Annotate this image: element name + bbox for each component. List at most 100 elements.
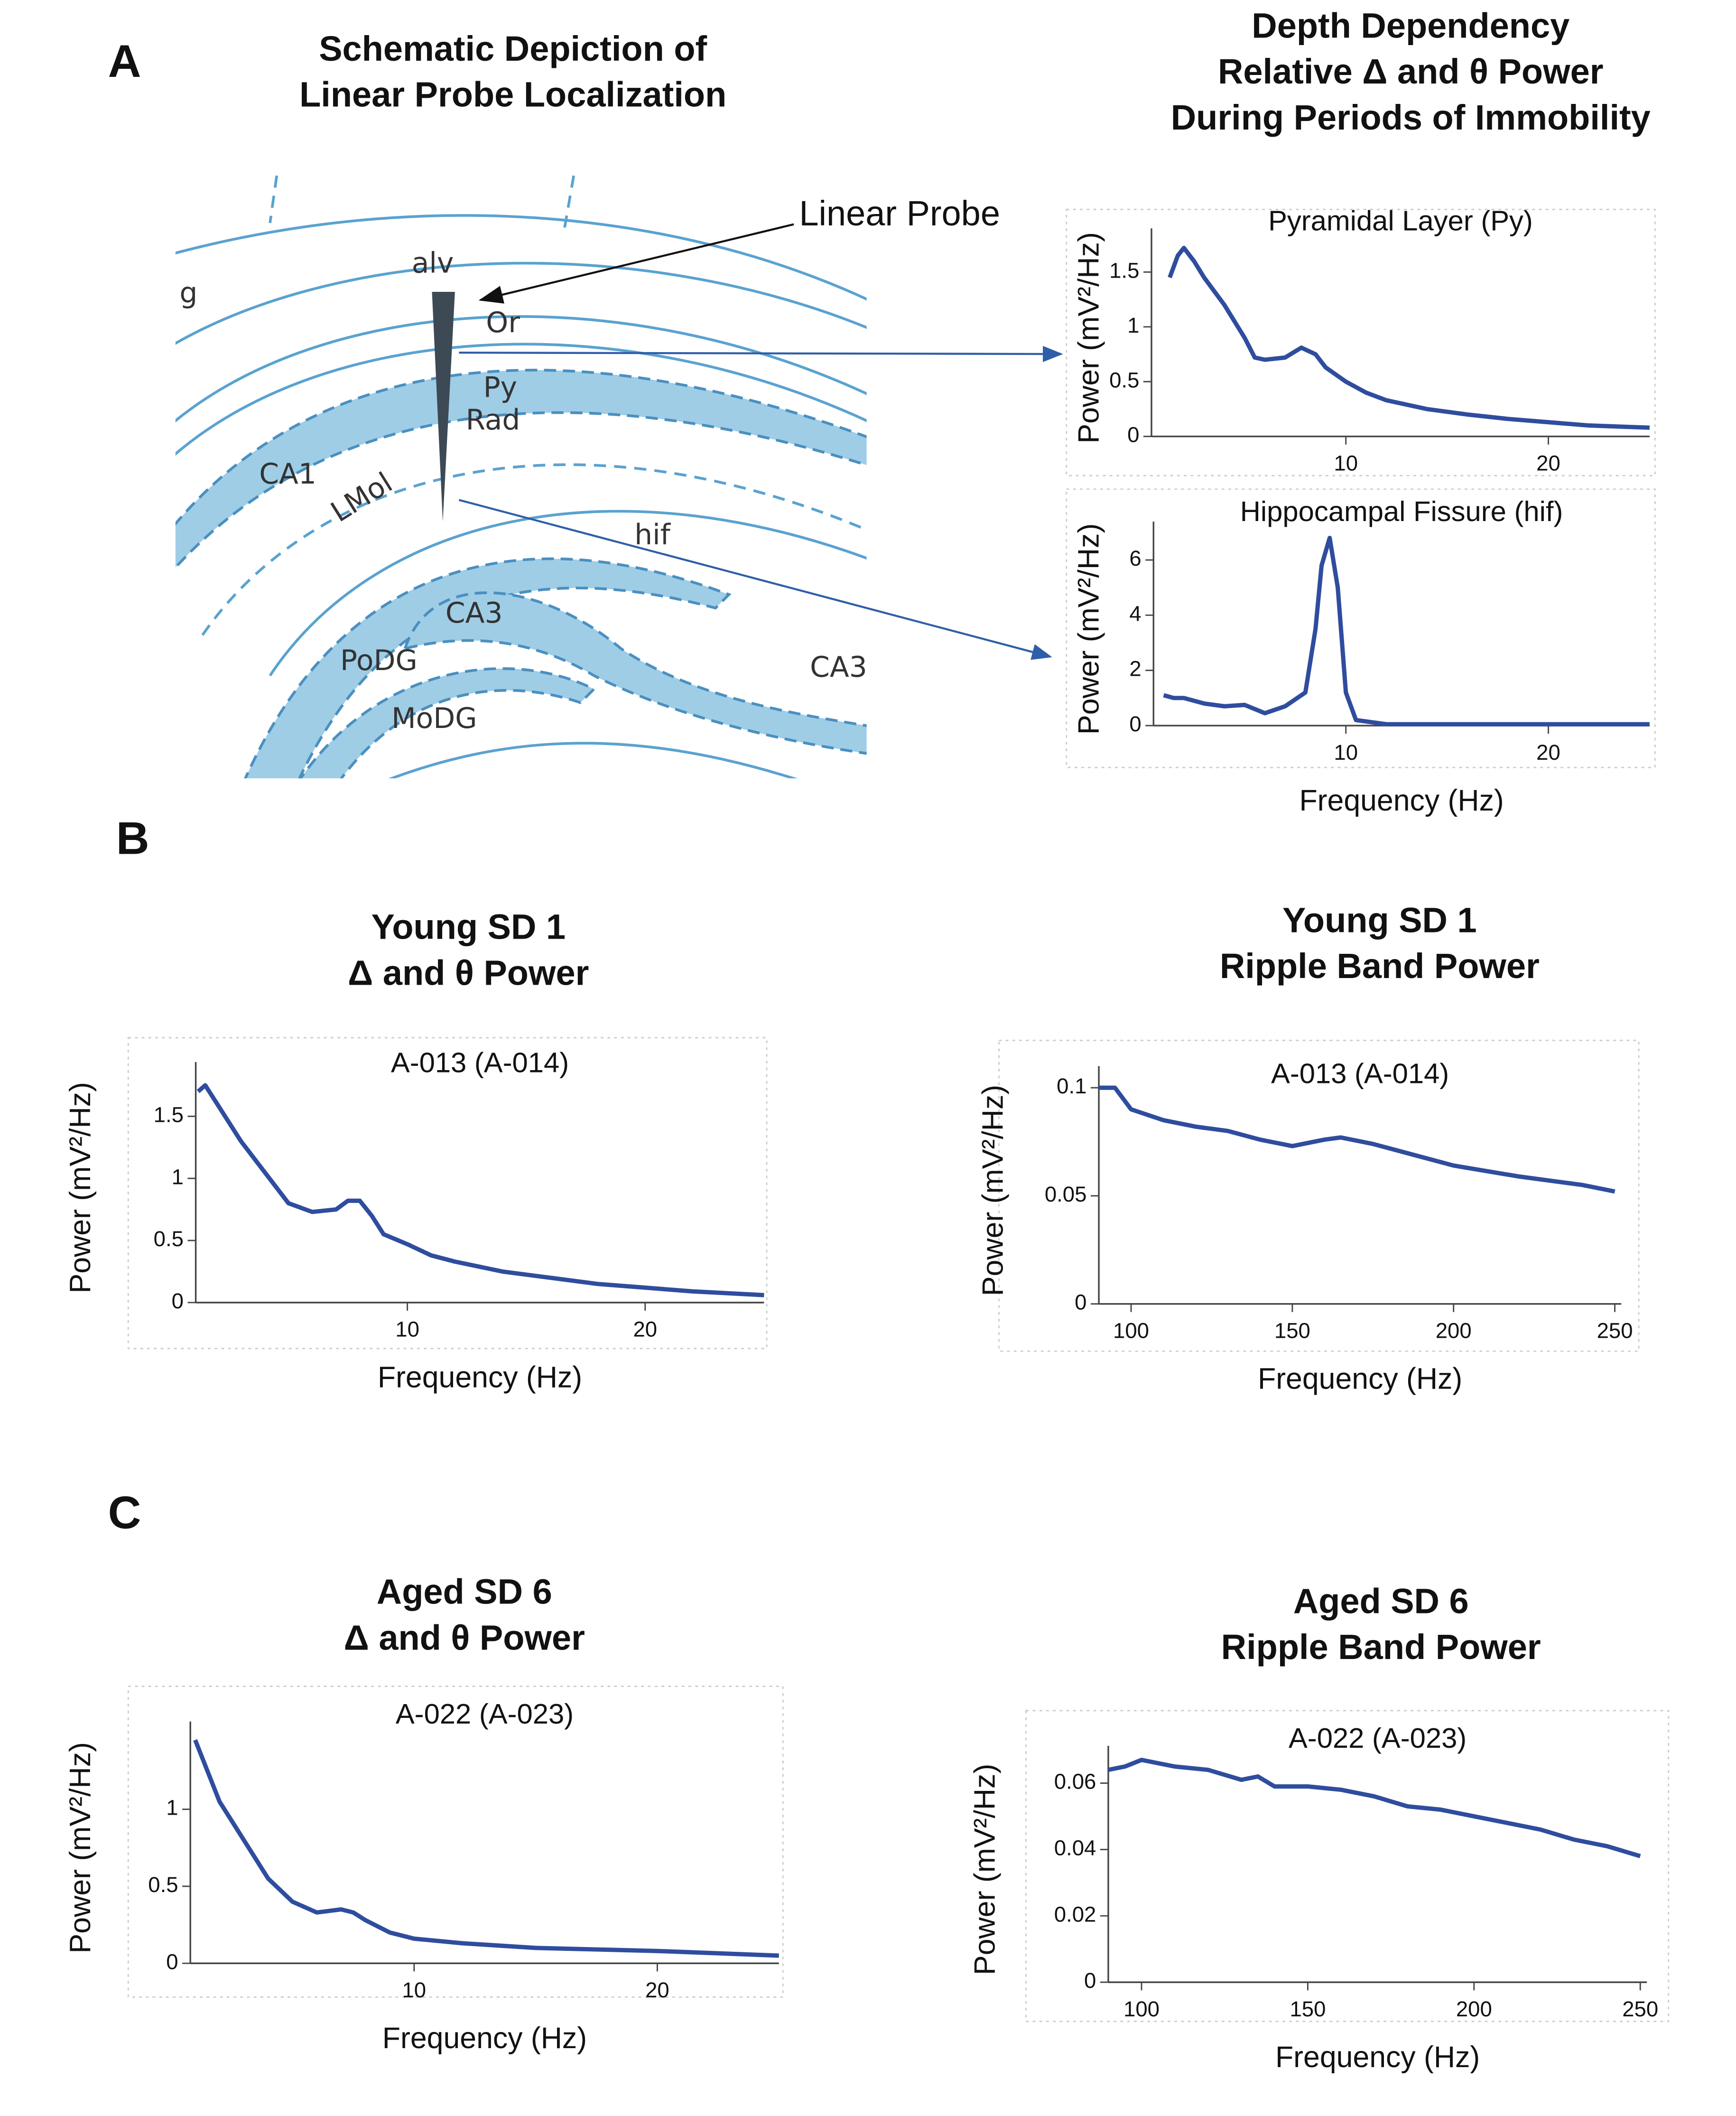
chart-title: Hippocampal Fissure (hif) xyxy=(1240,495,1563,527)
y-axis-label: Power (mV²/Hz) xyxy=(1072,232,1105,443)
probe-label: Linear Probe xyxy=(799,194,1000,233)
schematic-label: LMol xyxy=(325,466,399,529)
probe xyxy=(432,292,455,522)
schematic-label: MoDG xyxy=(391,702,477,735)
x-tick-label: 200 xyxy=(1436,1319,1472,1343)
x-axis-label: Frequency (Hz) xyxy=(1299,784,1504,817)
x-tick-label: 150 xyxy=(1274,1319,1310,1343)
ca3-band xyxy=(403,591,867,755)
y-axis-label: Power (mV²/Hz) xyxy=(1072,523,1105,735)
link-arrow xyxy=(459,345,1063,363)
schematic-label: alv xyxy=(412,247,454,280)
schematic-label: Py xyxy=(483,372,517,404)
panel-letter: B xyxy=(116,812,149,864)
y-axis-label: Power (mV²/Hz) xyxy=(976,1085,1010,1296)
x-tick-label: 20 xyxy=(645,1978,669,2002)
schematic-label: Or xyxy=(486,307,520,339)
y-tick-label: 0 xyxy=(172,1289,184,1313)
y-tick-label: 6 xyxy=(1129,546,1141,570)
x-tick-label: 20 xyxy=(1536,451,1560,475)
x-tick-label: 10 xyxy=(1334,740,1358,764)
schematic-label: hif xyxy=(634,519,671,551)
data-line xyxy=(1099,1085,1615,1194)
plot-frame xyxy=(1025,1710,1670,2023)
y-axis-label: Power (mV²/Hz) xyxy=(64,1082,97,1293)
heading: Δ and θ Power xyxy=(348,953,589,992)
data-line xyxy=(193,1739,779,1958)
probe-arrow xyxy=(478,223,794,304)
y-axis-label: Power (mV²/Hz) xyxy=(968,1764,1001,1975)
plot-frame xyxy=(127,1037,768,1350)
y-tick-label: 0.02 xyxy=(1054,1902,1096,1926)
y-tick-label: 0.05 xyxy=(1045,1182,1087,1206)
chart-title: A-022 (A-023) xyxy=(1289,1722,1467,1754)
x-axis-label: Frequency (Hz) xyxy=(378,1361,582,1394)
dg-band xyxy=(299,667,596,779)
panel-letter: C xyxy=(108,1486,141,1538)
x-axis-label: Frequency (Hz) xyxy=(382,2022,587,2055)
y-tick-label: 0.06 xyxy=(1054,1770,1096,1794)
layer-curve xyxy=(175,214,867,301)
layer-curve xyxy=(175,343,867,456)
chart-title: Pyramidal Layer (Py) xyxy=(1268,205,1533,237)
x-axis-label: Frequency (Hz) xyxy=(1258,1362,1462,1396)
heading: Young SD 1 xyxy=(1282,900,1477,940)
panel-letter: A xyxy=(108,35,141,87)
schematic-label: CA3 xyxy=(810,651,867,684)
pyramidal-band xyxy=(175,369,867,570)
y-tick-label: 1.5 xyxy=(154,1102,184,1127)
y-tick-label: 2 xyxy=(1129,657,1141,681)
chart-title: A-013 (A-014) xyxy=(391,1047,569,1079)
x-tick-label: 20 xyxy=(1536,740,1560,764)
plot-frame xyxy=(1066,208,1656,476)
data-line xyxy=(1108,1758,1641,1858)
plot-frame xyxy=(998,1040,1640,1352)
y-tick-label: 0 xyxy=(1127,423,1139,447)
schematic-label: PoDG xyxy=(340,644,418,677)
x-tick-label: 150 xyxy=(1290,1997,1326,2021)
heading: Relative Δ and θ Power xyxy=(1218,52,1604,91)
chart: A-022 (A-023) 0 0.5 1 10 20 Frequency (Hz) Powe… xyxy=(64,1686,784,2055)
data-line xyxy=(1168,245,1650,430)
y-tick-label: 1 xyxy=(172,1165,184,1189)
heading: Δ and θ Power xyxy=(344,1618,585,1657)
schematic-label: g xyxy=(179,277,197,309)
heading: Aged SD 6 xyxy=(377,1572,552,1611)
plot-frame xyxy=(1066,488,1656,768)
layer-curve xyxy=(269,510,867,677)
link-arrow xyxy=(458,499,1052,660)
x-tick-label: 200 xyxy=(1456,1997,1492,2021)
y-tick-label: 1 xyxy=(1127,313,1139,337)
heading: Young SD 1 xyxy=(371,907,566,947)
chart: A-013 (A-014) 0 0.5 1 1.5 10 20 Frequency (Hz) P… xyxy=(64,1037,768,1394)
heading: During Periods of Immobility xyxy=(1171,98,1651,137)
y-tick-label: 0.5 xyxy=(148,1873,178,1897)
y-tick-label: 0.5 xyxy=(1109,368,1139,392)
layer-curve xyxy=(175,315,867,423)
y-tick-label: 0 xyxy=(1084,1968,1096,1993)
y-tick-label: 0 xyxy=(166,1949,178,1974)
y-tick-label: 0.04 xyxy=(1054,1836,1096,1860)
y-tick-label: 1.5 xyxy=(1109,258,1139,282)
x-tick-label: 10 xyxy=(395,1317,419,1342)
chart-title: A-013 (A-014) xyxy=(1271,1057,1449,1089)
schematic-label: CA1 xyxy=(259,458,316,491)
y-tick-label: 1 xyxy=(166,1796,178,1820)
y-tick-label: 0.1 xyxy=(1057,1074,1086,1098)
layer-curve xyxy=(175,261,867,345)
y-tick-label: 0.5 xyxy=(154,1227,184,1251)
x-tick-label: 10 xyxy=(402,1978,426,2002)
y-axis-label: Power (mV²/Hz) xyxy=(64,1742,97,1953)
heading: Schematic Depiction of xyxy=(319,29,707,68)
x-tick-label: 250 xyxy=(1622,1997,1658,2021)
x-tick-label: 100 xyxy=(1123,1997,1160,2021)
chart: A-022 (A-023) 0 0.02 0.04 0.06 100 150 200 250 Fr… xyxy=(968,1710,1670,2074)
fissure-curve xyxy=(201,463,867,636)
chart-title: A-022 (A-023) xyxy=(396,1698,574,1730)
heading: Linear Probe Localization xyxy=(299,75,726,114)
data-line xyxy=(1163,535,1650,727)
x-tick-label: 10 xyxy=(1334,451,1358,475)
